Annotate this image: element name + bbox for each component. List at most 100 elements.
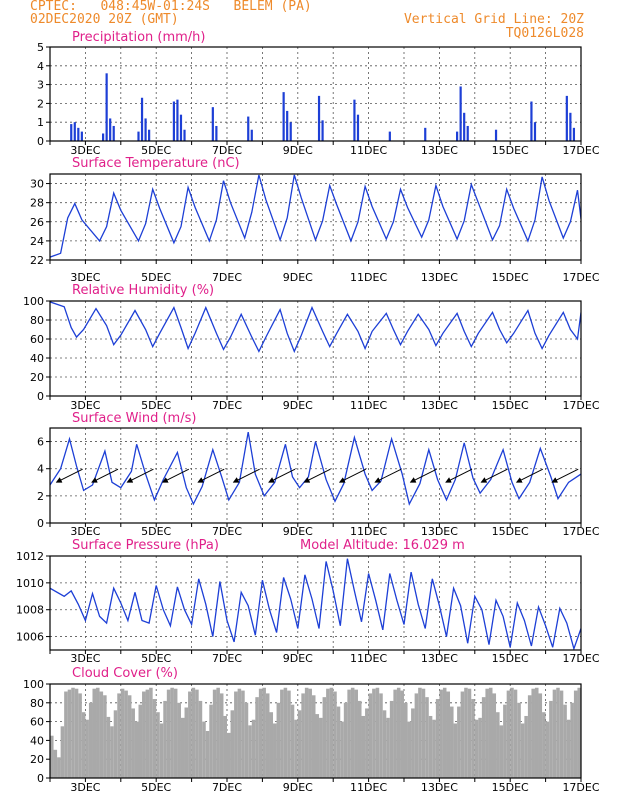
cloud-bar [496,712,500,778]
x-tick-label: 15DEC [492,525,529,538]
cloud-bar [467,688,472,778]
cloud-bar [202,721,206,778]
y-tick-label: 1 [37,116,44,129]
y-tick-label: 1012 [16,550,44,563]
cloud-bar [329,687,334,778]
cloud-bar [269,712,274,778]
cloud-bar [170,687,174,778]
precip-bar [109,118,112,141]
cloud-bar [460,691,465,778]
cloud-bar [301,693,305,778]
cloud-bar [577,687,581,778]
cloud-bar [149,687,153,778]
x-tick-label: 11DEC [350,271,387,284]
wind-arrow [480,468,508,483]
panel-frame [49,427,582,524]
cloud-bar [524,715,528,778]
cloud-bar [488,687,493,778]
x-tick-label: 13DEC [421,271,458,284]
cloud-bar [103,695,107,778]
panel-2: 0 20 40 60 80 100 3DEC 5DEC 7DEC 9DEC 11DEC 13DEC 15… [23,283,600,412]
wind-arrows [55,468,579,483]
cloud-bar [566,719,571,778]
x-tick-label: 17DEC [562,399,599,412]
panel-title: Surface Wind (m/s) [72,411,196,426]
cloud-bar [464,687,468,778]
cloud-bar [237,688,242,778]
cloud-bar [531,688,535,778]
y-tick-label: 6 [37,436,44,449]
cloud-bar [184,707,189,778]
precip-bar [183,129,186,141]
panel-title: Surface Temperature (nC) [72,156,240,171]
precip-bar [80,131,83,141]
cloud-bar [510,687,514,778]
precip-bar [148,129,151,141]
cloud-bar [389,700,394,778]
wind-arrow [197,468,225,483]
cloud-bar [209,704,213,778]
code-header: TQ0126L028 [505,26,584,41]
cloud-bar [251,719,256,778]
precip-bar [459,86,462,141]
plot-area [50,558,581,650]
x-tick-label: 17DEC [562,652,599,665]
y-tick-label: 2 [37,490,44,503]
cloud-bar [382,710,387,778]
precip-bar [388,131,391,141]
cloud-bar [166,689,171,778]
x-tick-label: 5DEC [141,652,171,665]
cloud-bar [219,693,224,778]
precip-bar [144,118,147,141]
precip-bar [317,95,321,141]
plot-area [50,301,581,354]
cloud-bar [117,693,121,778]
x-tick-label: 11DEC [350,144,387,157]
precip-bar [105,73,108,141]
precip-bar [356,114,360,141]
cloud-bar [280,689,284,778]
panel-title: Cloud Cover (%) [72,666,178,681]
cloud-bar [205,731,210,778]
cloud-bar [538,693,543,778]
cloud-bar [492,693,497,778]
cloud-bar [223,715,227,778]
cloud-bar [573,690,578,778]
panel-5: 0 20 40 60 80 100 3DEC 5DEC 7DEC 9DEC 11DEC 13DEC 15… [23,666,600,794]
x-tick-label: 7DEC [212,652,242,665]
cloud-bar [386,717,390,778]
precip-bar [247,116,250,141]
cloud-bar [173,688,178,778]
precip-bar [321,120,324,141]
x-tick-label: 13DEC [421,652,458,665]
panel-title: Surface Pressure (hPa) [72,538,219,553]
x-tick-label: 5DEC [141,399,171,412]
cloud-bar [60,726,65,778]
y-tick-label: 5 [37,41,44,54]
y-tick-label: 26 [30,216,44,229]
cloud-bar [393,689,397,778]
cloud-bar [152,699,157,778]
cloud-bar [556,687,560,778]
x-tick-label: 3DEC [70,144,100,157]
cloud-bar [294,719,298,778]
cloud-bar [503,704,507,778]
x-tick-label: 3DEC [70,525,100,538]
cloud-bar [421,688,426,778]
cloud-bar [308,688,312,778]
precip-bar [70,124,73,141]
wind-arrow [338,468,367,483]
x-tick-label: 7DEC [212,271,242,284]
cloud-bar [481,697,486,778]
y-tick-label: 4 [37,463,44,476]
wind-arrow [515,468,544,483]
cloud-bar [57,757,61,778]
cloud-bar [563,704,567,778]
cloud-bar [418,687,422,778]
x-tick-label: 9DEC [283,652,313,665]
cloud-bar [85,719,89,778]
panel-frame [49,300,582,397]
x-tick-label: 15DEC [492,399,529,412]
precip-bar [424,127,427,141]
precip-bar [137,131,140,141]
